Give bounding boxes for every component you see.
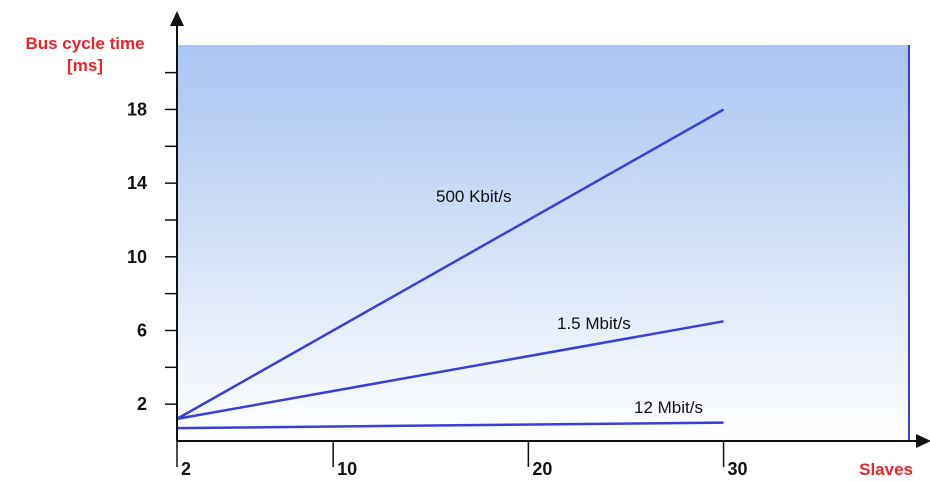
y-tick-label: 10: [127, 247, 147, 267]
series-line-0: [176, 108, 725, 420]
y-tick-label: 6: [137, 320, 147, 340]
series-label-12mbit: 12 Mbit/s: [634, 398, 703, 417]
y-tick-label: 14: [127, 173, 147, 193]
x-axis-ticks: 2 10 20 30: [176, 441, 748, 479]
y-tick-label: 18: [127, 99, 147, 119]
y-axis-ticks: 2 6 10 14 18: [127, 71, 177, 414]
y-axis-arrow: [170, 11, 184, 26]
plot-background: [177, 45, 909, 441]
x-tick-label: 2: [181, 459, 191, 479]
x-axis-arrow: [916, 434, 930, 448]
x-tick-label: 20: [532, 459, 552, 479]
series-label-500kbit: 500 Kbit/s: [436, 187, 512, 206]
series-line-2: [176, 421, 724, 430]
x-tick-label: 30: [728, 459, 748, 479]
series-label-1.5mbit: 1.5 Mbit/s: [557, 314, 631, 333]
x-tick-label: 10: [337, 459, 357, 479]
y-axis-title-line1: Bus cycle time: [25, 34, 144, 53]
series-lines: [176, 108, 725, 430]
y-axis-title-line2: [ms]: [67, 56, 103, 75]
y-tick-label: 2: [137, 394, 147, 414]
series-line-1: [176, 320, 724, 421]
x-axis-title: Slaves: [859, 460, 913, 479]
